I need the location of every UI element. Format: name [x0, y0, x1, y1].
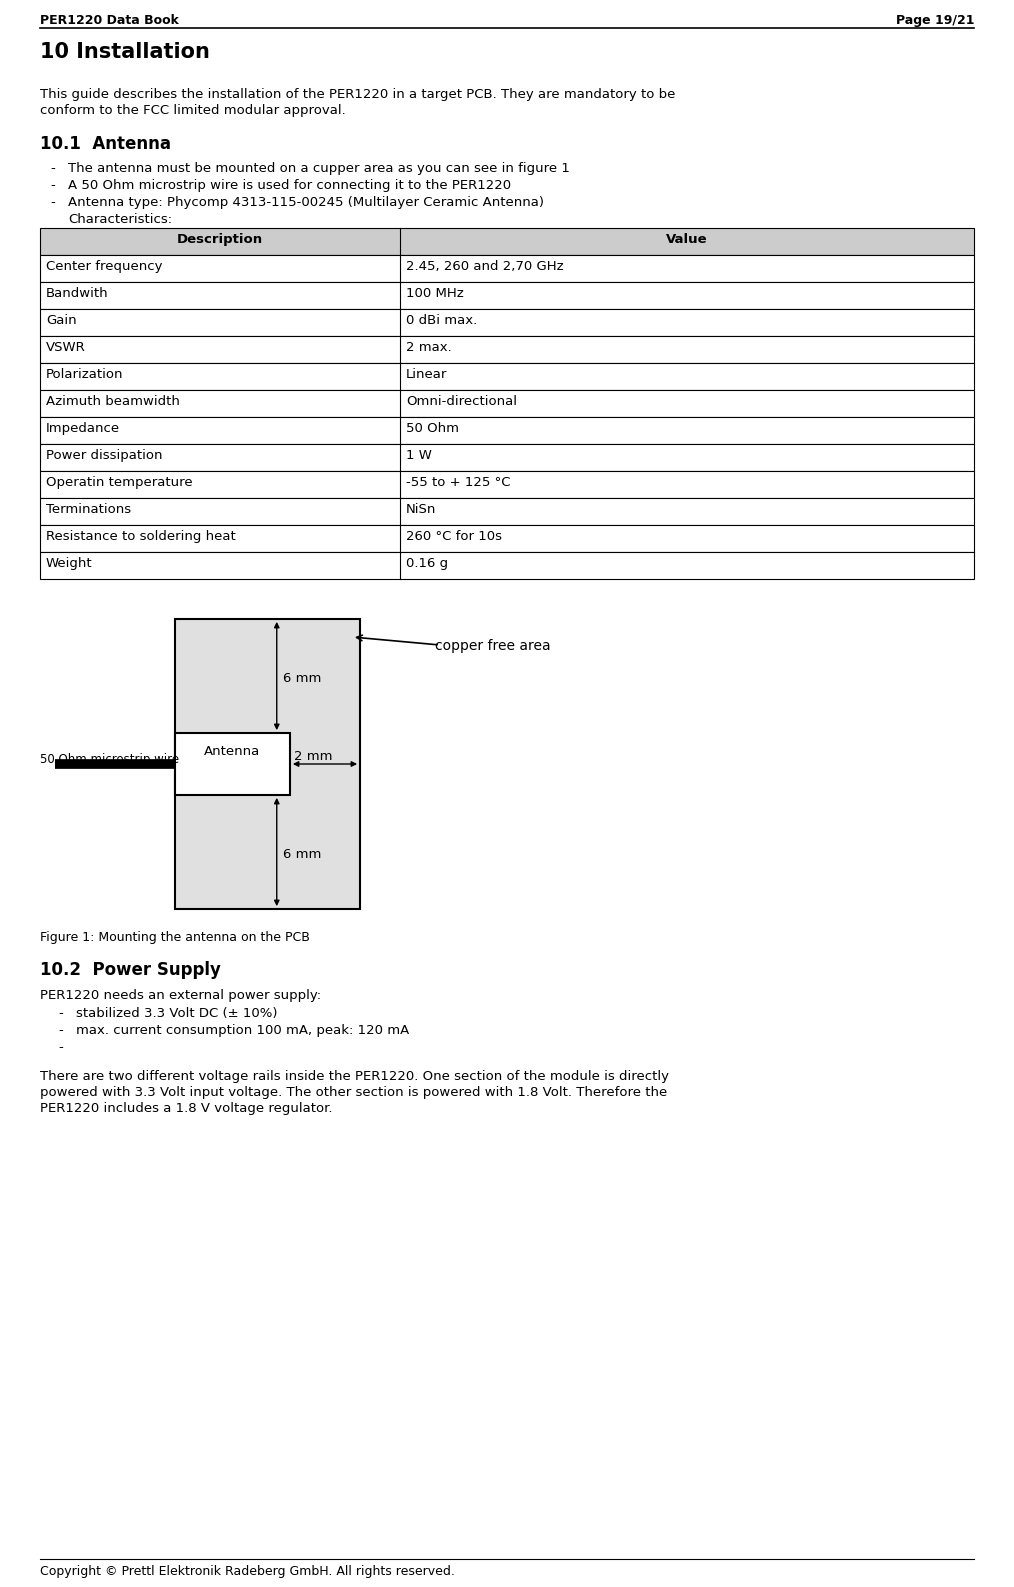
- Text: Azimuth beamwidth: Azimuth beamwidth: [46, 395, 179, 408]
- Text: NiSn: NiSn: [406, 503, 436, 516]
- Text: Value: Value: [666, 233, 708, 246]
- Text: The antenna must be mounted on a cupper area as you can see in figure 1: The antenna must be mounted on a cupper …: [68, 162, 570, 175]
- Text: Impedance: Impedance: [46, 422, 120, 435]
- Text: A 50 Ohm microstrip wire is used for connecting it to the PER1220: A 50 Ohm microstrip wire is used for con…: [68, 179, 511, 192]
- Bar: [40, 336, 974, 363]
- Text: -55 to + 125 °C: -55 to + 125 °C: [406, 476, 510, 489]
- Bar: [40, 471, 974, 498]
- Bar: [40, 390, 974, 417]
- Text: Power dissipation: Power dissipation: [46, 449, 162, 462]
- Text: -: -: [58, 1008, 63, 1020]
- Text: Bandwith: Bandwith: [46, 287, 108, 300]
- Bar: [40, 417, 974, 444]
- Text: Operatin temperature: Operatin temperature: [46, 476, 193, 489]
- Text: 6 mm: 6 mm: [283, 671, 321, 684]
- Text: 10.2  Power Supply: 10.2 Power Supply: [40, 962, 221, 979]
- Text: -: -: [50, 162, 55, 175]
- Text: 10 Installation: 10 Installation: [40, 41, 210, 62]
- Text: 0 dBi max.: 0 dBi max.: [406, 314, 478, 327]
- Text: PER1220 includes a 1.8 V voltage regulator.: PER1220 includes a 1.8 V voltage regulat…: [40, 1101, 333, 1116]
- Text: Terminations: Terminations: [46, 503, 131, 516]
- Bar: [40, 525, 974, 552]
- Text: 50 Ohm microstrip wire: 50 Ohm microstrip wire: [40, 752, 179, 767]
- Text: Copyright © Prettl Elektronik Radeberg GmbH. All rights reserved.: Copyright © Prettl Elektronik Radeberg G…: [40, 1565, 455, 1577]
- Text: 0.16 g: 0.16 g: [406, 557, 448, 570]
- Text: Page 19/21: Page 19/21: [895, 14, 974, 27]
- Text: Characteristics:: Characteristics:: [68, 213, 172, 225]
- Bar: [40, 309, 974, 336]
- Bar: [40, 282, 974, 309]
- Text: 2 mm: 2 mm: [294, 751, 333, 763]
- Text: max. current consumption 100 mA, peak: 120 mA: max. current consumption 100 mA, peak: 1…: [76, 1024, 410, 1036]
- Text: 1 W: 1 W: [406, 449, 432, 462]
- Text: -: -: [58, 1041, 63, 1054]
- Text: powered with 3.3 Volt input voltage. The other section is powered with 1.8 Volt.: powered with 3.3 Volt input voltage. The…: [40, 1086, 667, 1100]
- Bar: [175, 733, 290, 795]
- Bar: [40, 552, 974, 579]
- Bar: [175, 619, 360, 909]
- Text: 260 °C for 10s: 260 °C for 10s: [406, 530, 502, 543]
- Text: -: -: [58, 1024, 63, 1036]
- Text: Gain: Gain: [46, 314, 77, 327]
- Text: stabilized 3.3 Volt DC (± 10%): stabilized 3.3 Volt DC (± 10%): [76, 1008, 278, 1020]
- Bar: [40, 444, 974, 471]
- Text: copper free area: copper free area: [435, 640, 551, 652]
- Bar: [40, 229, 974, 256]
- Text: -: -: [50, 197, 55, 209]
- Text: Figure 1: Mounting the antenna on the PCB: Figure 1: Mounting the antenna on the PC…: [40, 932, 310, 944]
- Text: This guide describes the installation of the PER1220 in a target PCB. They are m: This guide describes the installation of…: [40, 87, 675, 102]
- Text: Antenna type: Phycomp 4313-115-00245 (Multilayer Ceramic Antenna): Antenna type: Phycomp 4313-115-00245 (Mu…: [68, 197, 544, 209]
- Text: Center frequency: Center frequency: [46, 260, 162, 273]
- Text: Resistance to soldering heat: Resistance to soldering heat: [46, 530, 235, 543]
- Bar: [40, 256, 974, 282]
- Text: 10.1  Antenna: 10.1 Antenna: [40, 135, 171, 152]
- Text: VSWR: VSWR: [46, 341, 86, 354]
- Text: PER1220 Data Book: PER1220 Data Book: [40, 14, 178, 27]
- Text: 100 MHz: 100 MHz: [406, 287, 463, 300]
- Text: Polarization: Polarization: [46, 368, 124, 381]
- Bar: [40, 363, 974, 390]
- Text: 2 max.: 2 max.: [406, 341, 452, 354]
- Text: 50 Ohm: 50 Ohm: [406, 422, 459, 435]
- Text: conform to the FCC limited modular approval.: conform to the FCC limited modular appro…: [40, 105, 346, 117]
- Text: PER1220 needs an external power supply:: PER1220 needs an external power supply:: [40, 989, 321, 1001]
- Bar: [40, 498, 974, 525]
- Text: There are two different voltage rails inside the PER1220. One section of the mod: There are two different voltage rails in…: [40, 1070, 669, 1082]
- Text: 2.45, 260 and 2,70 GHz: 2.45, 260 and 2,70 GHz: [406, 260, 564, 273]
- Text: Weight: Weight: [46, 557, 92, 570]
- Text: Antenna: Antenna: [205, 744, 261, 759]
- Text: Omni-directional: Omni-directional: [406, 395, 517, 408]
- Text: Linear: Linear: [406, 368, 447, 381]
- Text: Description: Description: [176, 233, 263, 246]
- Text: -: -: [50, 179, 55, 192]
- Text: 6 mm: 6 mm: [283, 847, 321, 860]
